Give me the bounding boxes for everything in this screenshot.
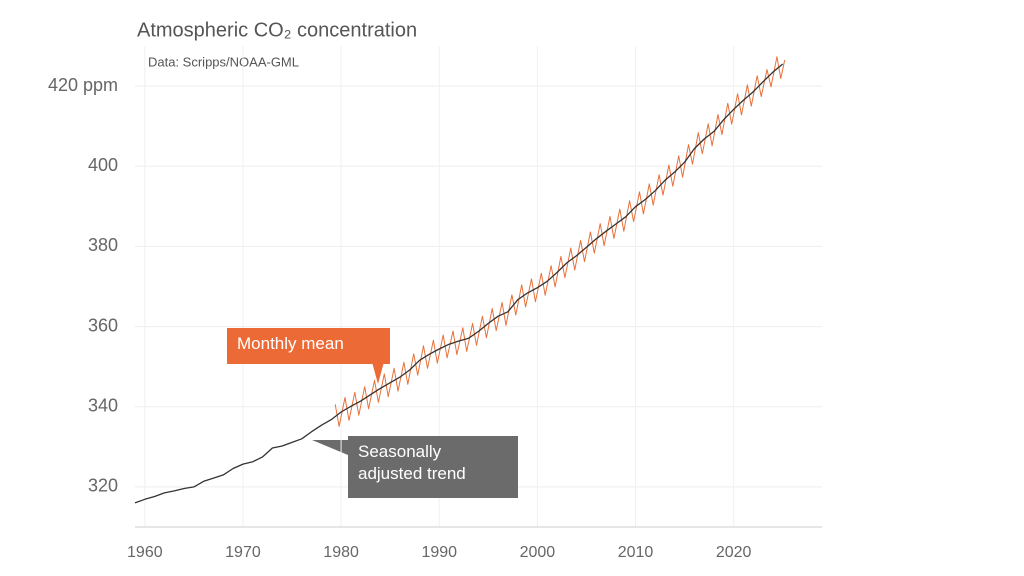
x-tick-label: 1970: [225, 544, 261, 561]
y-tick-label: 420 ppm: [48, 75, 118, 95]
x-tick-label: 2010: [618, 544, 654, 561]
x-tick-label: 1960: [127, 544, 163, 561]
y-tick-label: 320: [88, 476, 118, 496]
annotation-pointer: [372, 362, 384, 384]
y-tick-label: 340: [88, 396, 118, 416]
y-tick-label: 360: [88, 315, 118, 335]
y-tick-label: 400: [88, 155, 118, 175]
annotation-monthly: Monthly mean: [227, 328, 390, 364]
annotation-trend: Seasonally adjusted trend: [348, 436, 518, 498]
x-tick-label: 1980: [323, 544, 359, 561]
annotation-pointer: [312, 440, 348, 455]
chart-title: Atmospheric CO₂ concentration: [137, 19, 417, 41]
series-line: [334, 56, 786, 427]
x-tick-label: 2020: [716, 544, 752, 561]
series-line: [134, 63, 784, 504]
x-tick-label: 1990: [421, 544, 457, 561]
chart-subtitle: Data: Scripps/NOAA-GML: [148, 54, 299, 69]
y-tick-label: 380: [88, 235, 118, 255]
x-tick-label: 2000: [520, 544, 556, 561]
